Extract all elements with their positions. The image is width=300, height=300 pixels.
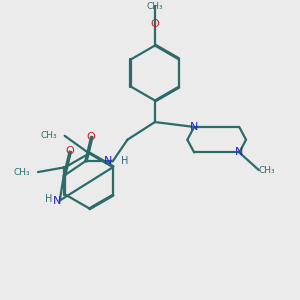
- Text: CH₃: CH₃: [40, 131, 57, 140]
- Text: CH₃: CH₃: [258, 166, 275, 175]
- Text: O: O: [65, 146, 74, 157]
- Text: O: O: [87, 132, 95, 142]
- Text: CH₃: CH₃: [14, 168, 30, 177]
- Text: N: N: [235, 148, 243, 158]
- Text: H: H: [121, 156, 128, 166]
- Text: N: N: [104, 156, 113, 166]
- Text: O: O: [151, 19, 159, 29]
- Text: N: N: [190, 122, 198, 132]
- Text: N: N: [53, 196, 62, 206]
- Text: CH₃: CH₃: [147, 2, 163, 11]
- Text: H: H: [44, 194, 52, 204]
